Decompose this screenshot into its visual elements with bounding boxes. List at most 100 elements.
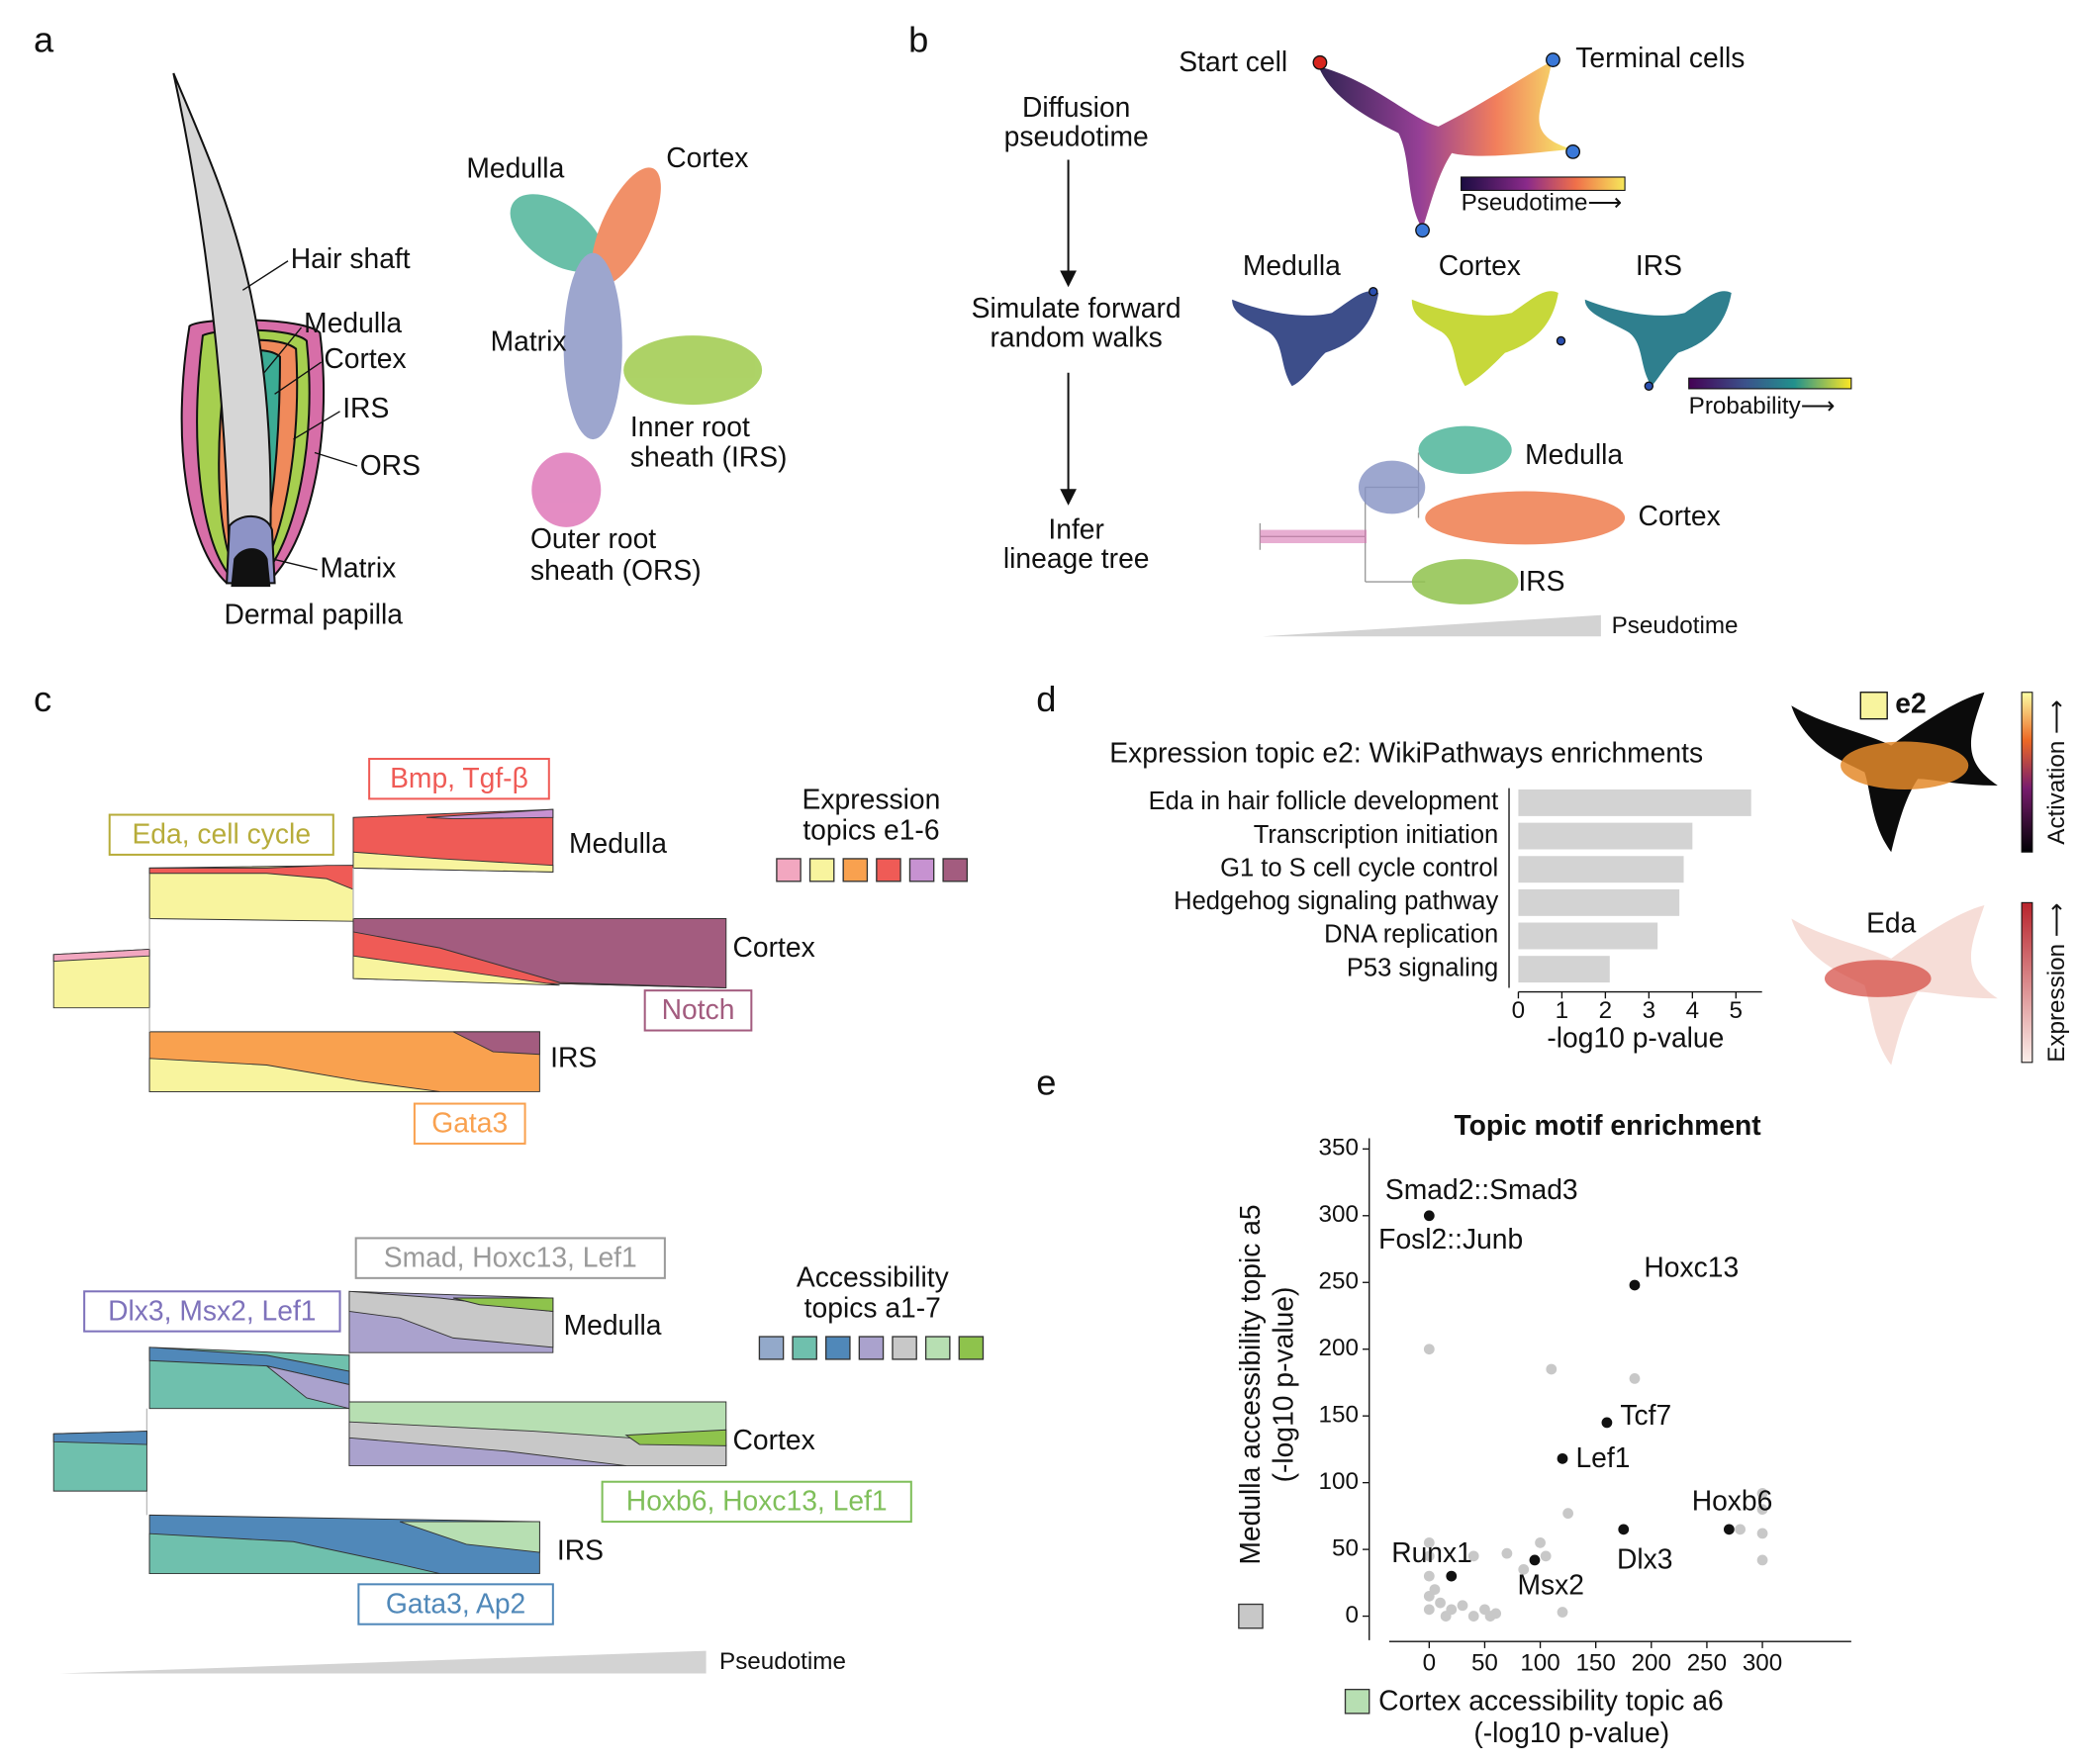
y-tick-label: 50 — [1332, 1534, 1359, 1561]
anatomy-label: ORS — [360, 449, 421, 481]
topic-umaps-part — [1824, 960, 1932, 997]
step-arrows-part — [1060, 489, 1077, 506]
topic-box — [108, 813, 334, 856]
walk-umaps — [1232, 286, 1852, 391]
step-arrows-part — [1060, 270, 1077, 288]
panel-label: e — [1036, 1062, 1056, 1102]
tree-label: Medulla — [1525, 438, 1623, 470]
lineage-label: Cortex — [732, 1424, 814, 1455]
legend-swatch — [808, 858, 835, 882]
anatomy-label: Hair shaft — [291, 242, 411, 274]
scatter-point — [1601, 1417, 1613, 1429]
colorbar-label: Expression ⟶ — [2043, 902, 2070, 1062]
legend-swatch — [892, 1336, 917, 1360]
scatter-point — [1435, 1597, 1446, 1609]
umap-label: sheath (IRS) — [630, 441, 788, 473]
terminal-label: Terminal cells — [1575, 42, 1745, 73]
x-tick-label: 2 — [1599, 997, 1612, 1024]
umap-clusters — [510, 167, 763, 527]
scatter-point — [1423, 1604, 1435, 1616]
step-label: pseudotime — [1004, 120, 1149, 151]
y-axis-label: (-log10 p-value) — [1267, 1287, 1298, 1483]
lineage-tree — [1259, 425, 1626, 637]
hair-follicle-drawing-part — [231, 548, 271, 588]
x-axis-label: (-log10 p-value) — [1473, 1717, 1669, 1748]
legend-swatch — [908, 858, 935, 882]
bar — [1518, 956, 1610, 983]
scatter-point — [1457, 1600, 1468, 1612]
topic-box — [643, 989, 753, 1032]
scatter-point — [1518, 1563, 1530, 1575]
topic-label: Dlx3, Msx2, Lef1 — [108, 1294, 316, 1326]
scatter-point — [1529, 1554, 1541, 1566]
walk-umaps-part — [1644, 381, 1654, 391]
topic-umaps-part — [1859, 692, 1888, 720]
x-tick-label: 200 — [1632, 1649, 1671, 1676]
pseudotime-umap — [1312, 52, 1626, 238]
expression-legend — [776, 858, 969, 882]
x-tick-label: 0 — [1423, 1649, 1436, 1676]
chart-title: Expression topic e2: WikiPathways enrich… — [1109, 736, 1703, 768]
walk-umaps-part — [1232, 291, 1379, 387]
topic-label: Bmp, Tgf-β — [390, 762, 528, 793]
stream-layer — [352, 851, 554, 873]
step-label: Simulate forward — [972, 292, 1181, 324]
topic-box — [601, 1480, 912, 1524]
umap-label: Cortex — [666, 141, 748, 173]
anatomy-label: IRS — [342, 392, 389, 423]
scatter-point — [1629, 1279, 1641, 1291]
walk-umaps-part — [1556, 335, 1566, 346]
legend-swatch — [842, 858, 869, 882]
lineage-tree-part — [1263, 614, 1601, 637]
start-label: Start cell — [1179, 46, 1287, 77]
pseudotime-umap-part — [1461, 176, 1626, 191]
umap-label: Matrix — [491, 325, 567, 357]
colorbar-label: Pseudotime⟶ — [1462, 189, 1623, 216]
scatter-point — [1723, 1524, 1735, 1535]
hair-follicle-drawing-part — [293, 411, 340, 440]
scatter-point — [1423, 1536, 1435, 1548]
scatter-point — [1484, 1611, 1496, 1622]
scatter-point — [1540, 1550, 1552, 1562]
pseudotime-wedge — [59, 1650, 707, 1674]
pseudotime-umap-part — [1565, 144, 1581, 159]
topic-box — [413, 1102, 526, 1145]
scatter-point — [1440, 1611, 1452, 1622]
pseudotime-umap-part — [1318, 60, 1572, 230]
walk-label: Cortex — [1439, 249, 1521, 281]
umap-label: Outer root — [530, 522, 656, 554]
gene-label: Eda — [1866, 907, 1917, 939]
lineage-label: IRS — [550, 1042, 597, 1073]
scatter-point — [1756, 1488, 1768, 1499]
anatomy-label: Cortex — [324, 342, 406, 374]
umap-clusters-part — [510, 194, 605, 272]
topic-umaps-part — [2021, 901, 2033, 1064]
legend-swatch — [924, 1336, 951, 1360]
lineage-label: Cortex — [732, 931, 814, 963]
bar — [1518, 922, 1658, 950]
topic-box — [83, 1290, 341, 1333]
topic-label: Notch — [662, 993, 735, 1025]
tree-label: IRS — [1518, 565, 1564, 597]
tree-label: Cortex — [1639, 500, 1721, 531]
accessibility-legend — [758, 1336, 985, 1360]
y-tick-label: 200 — [1319, 1335, 1359, 1361]
category-label: Transcription initiation — [1254, 821, 1499, 849]
umap-clusters-part — [623, 335, 763, 406]
point-label: Msx2 — [1517, 1568, 1584, 1600]
walk-label: IRS — [1636, 249, 1682, 281]
legend-title: topics a1-7 — [804, 1292, 941, 1324]
topic-box — [354, 1237, 666, 1279]
legend-swatch — [958, 1336, 985, 1360]
lineage-tree-part — [1418, 425, 1512, 475]
topic-label: Gata3, Ap2 — [386, 1587, 525, 1619]
x-tick-label: 4 — [1686, 997, 1699, 1024]
point-label: Runx1 — [1391, 1536, 1472, 1568]
x-axis-label: Cortex accessibility topic a6 — [1378, 1685, 1724, 1717]
step-label: Diffusion — [1022, 91, 1130, 123]
legend-swatch — [758, 1336, 785, 1360]
scatter-point — [1423, 1210, 1435, 1222]
step-label: lineage tree — [1003, 542, 1150, 574]
topic-label: Hoxb6, Hoxc13, Lef1 — [626, 1485, 888, 1517]
